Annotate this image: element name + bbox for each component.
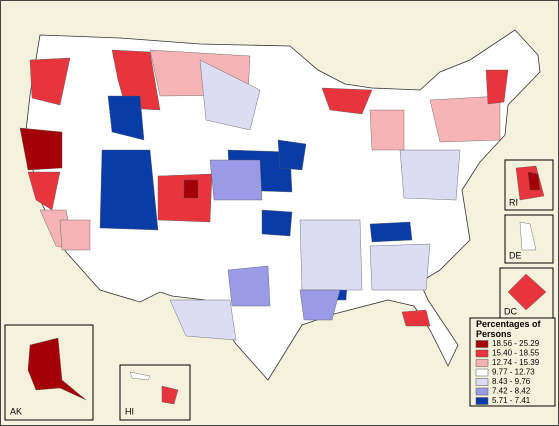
region	[485, 69, 509, 105]
inset-de: DE	[504, 214, 554, 264]
inset-label: DC	[504, 306, 517, 316]
inset-ak: AK	[4, 324, 94, 421]
region	[261, 209, 293, 237]
region	[369, 109, 405, 151]
region	[369, 221, 413, 243]
region	[321, 87, 373, 115]
region	[227, 265, 271, 307]
legend-swatch	[475, 349, 489, 358]
region	[29, 57, 71, 106]
inset-label: RI	[509, 197, 518, 207]
legend-swatch	[475, 359, 489, 367]
legend-label: 7.42 - 8.42	[492, 387, 531, 396]
region	[19, 127, 63, 171]
legend-label: 8.43 - 9.76	[492, 377, 531, 386]
region	[209, 159, 263, 201]
legend-label: 9.77 - 12.73	[492, 368, 535, 377]
region	[129, 371, 151, 381]
inset-hi: HI	[119, 364, 191, 421]
region	[369, 243, 431, 291]
us-outline	[24, 29, 541, 381]
inset-ri: RI	[504, 159, 554, 211]
region	[429, 95, 501, 143]
region	[401, 309, 431, 327]
region	[169, 299, 237, 341]
legend-label: 15.40 - 18.55	[492, 349, 540, 358]
region	[519, 221, 537, 251]
legend-label: 5.71 - 7.41	[492, 396, 531, 405]
legend-title: Percentages of Persons	[476, 319, 542, 339]
region	[399, 149, 461, 201]
inset-label: AK	[10, 406, 22, 416]
region	[277, 139, 307, 171]
legend-swatch	[475, 368, 489, 377]
region	[27, 337, 87, 401]
region	[527, 171, 541, 191]
legend-swatch	[475, 387, 489, 396]
region	[183, 179, 199, 199]
region	[507, 273, 547, 311]
region	[59, 219, 91, 251]
inset-label: HI	[125, 406, 134, 416]
legend: Percentages of Persons 18.56 - 25.2915.40…	[469, 317, 556, 407]
legend-label: 18.56 - 25.29	[492, 339, 540, 348]
legend-label: 12.74 - 15.39	[492, 358, 540, 367]
region	[161, 385, 179, 405]
region	[99, 149, 159, 231]
legend-swatch	[475, 378, 489, 386]
region	[299, 219, 363, 291]
region	[199, 59, 261, 131]
region	[111, 49, 161, 111]
inset-dc: DC	[499, 267, 554, 319]
region	[299, 289, 341, 321]
region	[107, 95, 145, 141]
inset-label: DE	[509, 250, 522, 260]
legend-swatch	[475, 397, 489, 405]
legend-swatch	[475, 340, 489, 348]
